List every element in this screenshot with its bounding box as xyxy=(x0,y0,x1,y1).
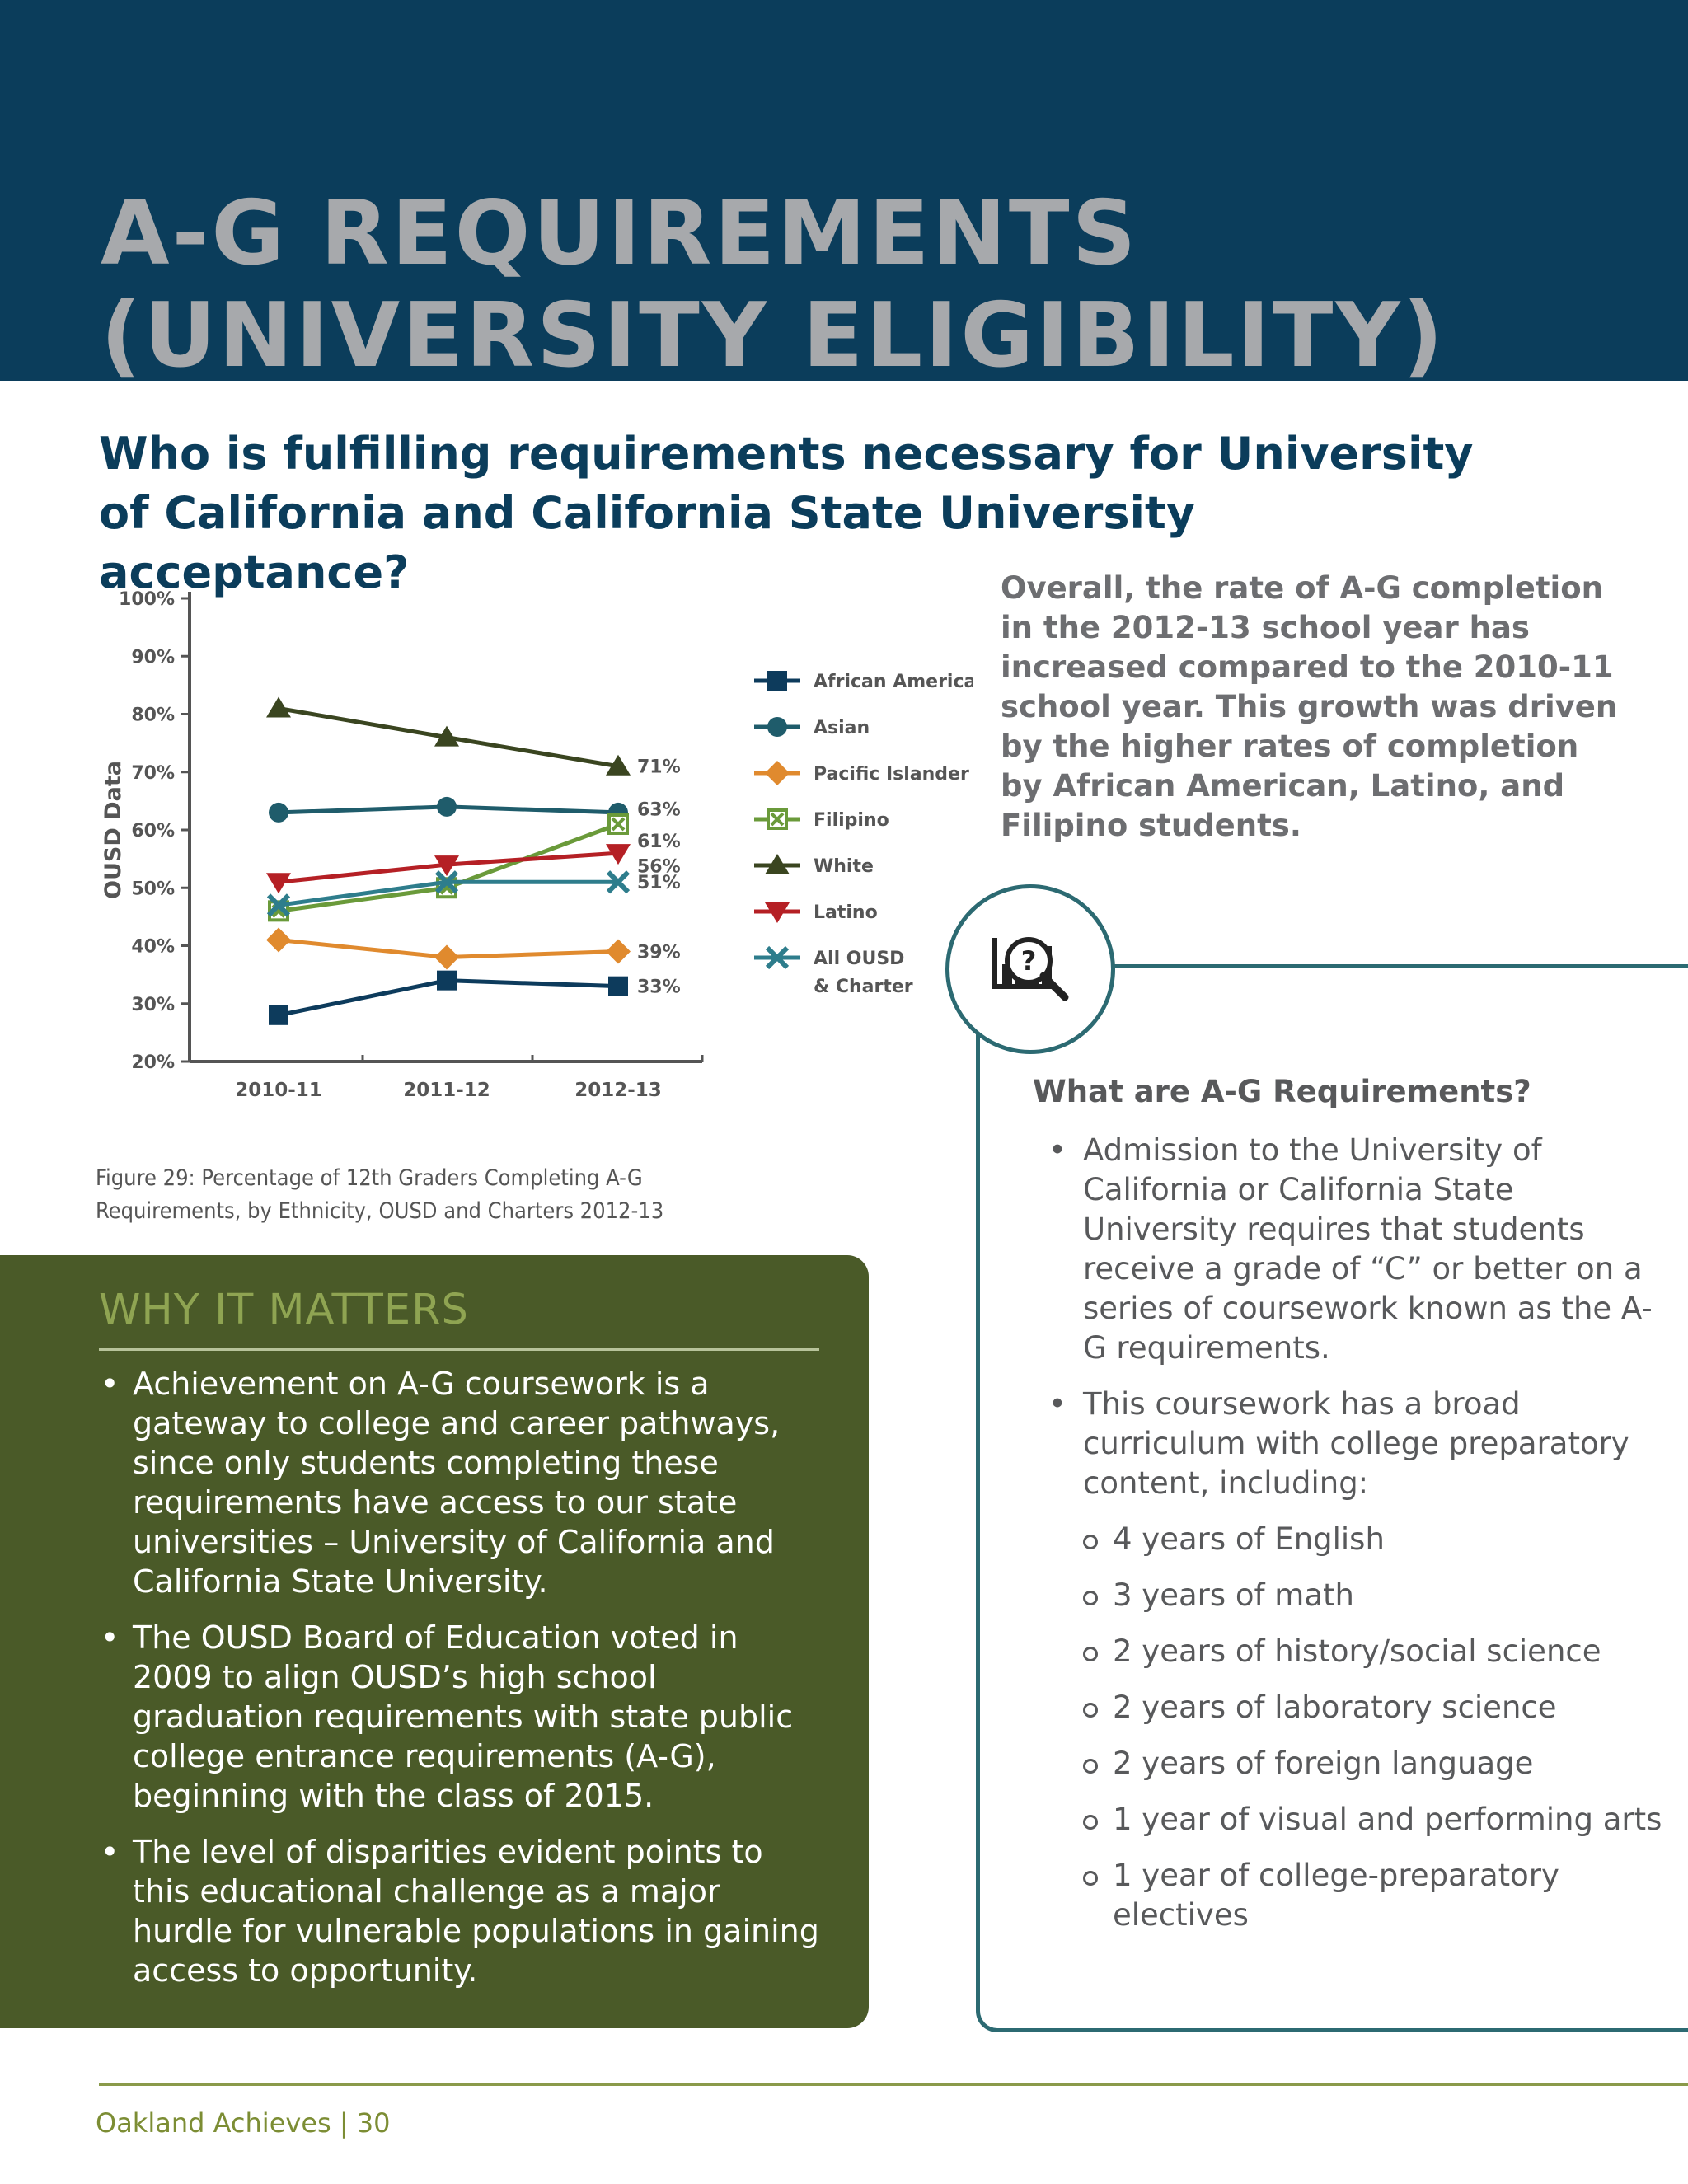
data-point xyxy=(434,855,459,877)
coursework-item: 1 year of college-preparatory electives xyxy=(1083,1856,1673,1935)
list-item: The OUSD Board of Education voted in 200… xyxy=(99,1618,824,1816)
data-point-cross xyxy=(611,817,626,832)
legend-label: Pacific Islander xyxy=(814,764,969,785)
y-tick-label: 100% xyxy=(119,589,175,610)
line-chart: 20% 30% 40% 50% 60% 70% 80% 90% 100% 2010-11 2011-… xyxy=(101,589,973,1101)
data-point xyxy=(437,796,457,817)
page-title: A-G REQUIREMENTS (UNIVERSITY ELIGIBILITY… xyxy=(101,182,1446,382)
data-point xyxy=(266,873,291,894)
x-tick-label: 2011-12 xyxy=(403,1080,490,1101)
legend-marker xyxy=(765,902,790,923)
coursework-item: 2 years of laboratory science xyxy=(1083,1688,1673,1727)
data-point xyxy=(266,696,291,718)
ag-requirements-list: Admission to the University of Californi… xyxy=(1047,1131,1673,1952)
y-tick-label: 90% xyxy=(131,647,175,668)
legend-label: White xyxy=(814,856,874,877)
data-label: 63% xyxy=(637,800,681,821)
data-point xyxy=(434,870,459,894)
legend-marker xyxy=(767,671,787,691)
data-point xyxy=(608,976,628,996)
legend-label: Latino xyxy=(814,902,878,923)
data-point xyxy=(269,1005,288,1025)
coursework-item: 3 years of math xyxy=(1083,1576,1673,1615)
legend-label: Filipino xyxy=(814,810,889,831)
chart-magnifier-question-icon: ? xyxy=(945,884,1115,1054)
data-label: 39% xyxy=(637,943,681,963)
coursework-item: 4 years of English xyxy=(1083,1520,1673,1559)
y-tick-label: 50% xyxy=(131,879,175,899)
data-point xyxy=(606,939,631,964)
ag-requirements-panel xyxy=(976,964,1688,2032)
y-tick-label: 20% xyxy=(131,1052,175,1073)
figure-caption-line1: Figure 29: Percentage of 12th Graders Co… xyxy=(96,1165,643,1191)
data-point xyxy=(434,944,459,970)
legend-marker-cross xyxy=(770,812,785,827)
why-it-matters-title: WHY IT MATTERS xyxy=(99,1286,469,1334)
data-point xyxy=(606,844,631,865)
list-item: Admission to the University of Californi… xyxy=(1047,1131,1673,1368)
y-tick-label: 60% xyxy=(131,821,175,841)
section-question: Who is fulfilling requirements necessary… xyxy=(99,428,1474,598)
figure-caption-line2: Requirements, by Ethnicity, OUSD and Cha… xyxy=(96,1198,664,1224)
overall-summary: Overall, the rate of A-G completion in t… xyxy=(1001,570,1618,843)
data-point xyxy=(266,893,291,917)
data-point xyxy=(606,870,631,894)
coursework-item: 1 year of visual and performing arts xyxy=(1083,1800,1673,1840)
coursework-item: 2 years of history/social science xyxy=(1083,1632,1673,1671)
data-label: 51% xyxy=(637,873,681,893)
coursework-list: 4 years of English 3 years of math 2 yea… xyxy=(1083,1520,1673,1935)
y-tick-label: 70% xyxy=(131,763,175,784)
why-it-matters-list: Achievement on A-G coursework is a gatew… xyxy=(99,1364,824,2007)
legend-marker xyxy=(765,945,790,970)
list-item: Achievement on A-G coursework is a gatew… xyxy=(99,1364,824,1601)
list-item-text: Admission to the University of Californi… xyxy=(1083,1132,1653,1366)
figure-caption: Figure 29: Percentage of 12th Graders Co… xyxy=(96,1162,771,1228)
page-title-line1: A-G REQUIREMENTS xyxy=(101,182,1139,285)
data-label: 56% xyxy=(637,857,681,878)
footer-page-label: Oakland Achieves | 30 xyxy=(96,2107,391,2139)
legend-label: All OUSD & Charter xyxy=(814,949,913,997)
legend-marker xyxy=(765,761,790,785)
data-point xyxy=(437,970,457,991)
data-point xyxy=(266,927,291,953)
x-tick-label: 2010-11 xyxy=(235,1080,322,1101)
x-tick-label: 2012-13 xyxy=(574,1080,662,1101)
legend-label: African American xyxy=(814,672,973,692)
coursework-item: 2 years of foreign language xyxy=(1083,1744,1673,1783)
y-tick-label: 80% xyxy=(131,705,175,726)
data-label: 61% xyxy=(637,832,681,852)
legend-label: Asian xyxy=(814,718,870,738)
y-tick-label: 30% xyxy=(131,995,175,1015)
footer-divider xyxy=(99,2083,1688,2086)
list-item: The level of disparities evident points … xyxy=(99,1832,824,1990)
page-title-line2: (UNIVERSITY ELIGIBILITY) xyxy=(101,284,1446,382)
data-point xyxy=(269,802,288,823)
legend-marker xyxy=(765,854,790,874)
legend-marker xyxy=(767,717,787,737)
data-label: 71% xyxy=(637,757,681,778)
divider xyxy=(1114,964,1688,968)
list-item: This coursework has a broad curriculum w… xyxy=(1047,1385,1673,1935)
y-tick-label: 40% xyxy=(131,937,175,958)
title-banner: A-G REQUIREMENTS (UNIVERSITY ELIGIBILITY… xyxy=(0,0,1688,381)
y-axis-label: OUSD Data xyxy=(101,761,126,899)
data-label: 33% xyxy=(637,977,681,998)
divider xyxy=(99,1348,819,1351)
svg-text:?: ? xyxy=(1021,945,1037,977)
list-item-text: This coursework has a broad curriculum w… xyxy=(1083,1386,1629,1501)
data-point xyxy=(434,725,459,747)
data-point xyxy=(606,754,631,776)
ag-requirements-title: What are A-G Requirements? xyxy=(1033,1074,1531,1109)
